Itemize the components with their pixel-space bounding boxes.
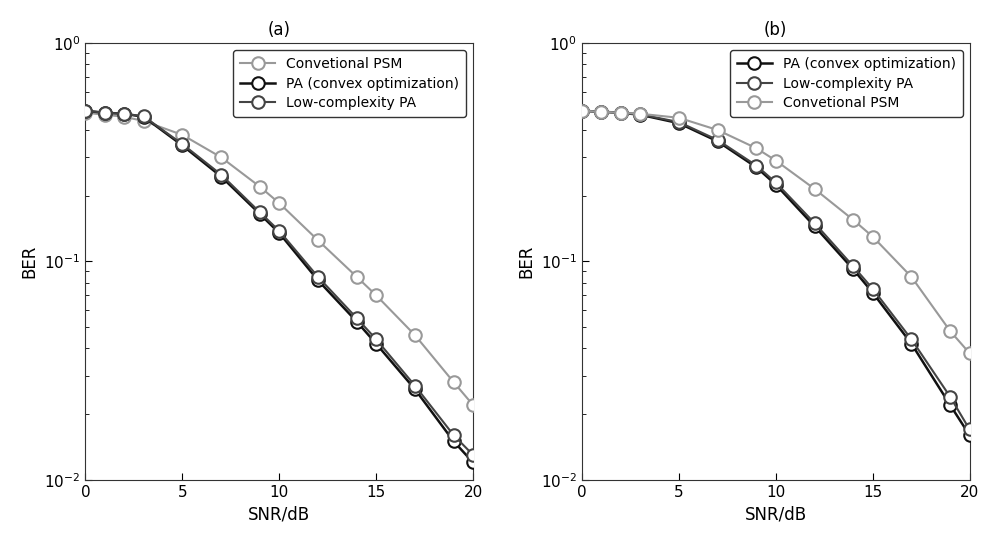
Low-complexity PA xyxy=(370,336,382,343)
Convetional PSM xyxy=(448,379,460,385)
PA (convex optimization) xyxy=(673,120,685,126)
Line: Low-complexity PA: Low-complexity PA xyxy=(79,104,479,461)
Title: (b): (b) xyxy=(764,21,787,39)
PA (convex optimization) xyxy=(595,108,607,115)
PA (convex optimization) xyxy=(448,438,460,444)
Legend: Convetional PSM, PA (convex optimization), Low-complexity PA: Convetional PSM, PA (convex optimization… xyxy=(233,50,466,117)
Line: Low-complexity PA: Low-complexity PA xyxy=(576,104,976,436)
Low-complexity PA xyxy=(351,315,363,322)
Low-complexity PA xyxy=(118,110,130,117)
Low-complexity PA xyxy=(867,286,879,292)
PA (convex optimization) xyxy=(138,114,150,120)
Convetional PSM xyxy=(312,237,324,244)
Y-axis label: BER: BER xyxy=(517,245,535,278)
Low-complexity PA xyxy=(964,426,976,432)
Low-complexity PA xyxy=(615,109,627,116)
PA (convex optimization) xyxy=(712,138,724,145)
Convetional PSM xyxy=(615,109,627,116)
Convetional PSM xyxy=(595,108,607,115)
Convetional PSM xyxy=(847,217,859,223)
Convetional PSM xyxy=(273,200,285,206)
Convetional PSM xyxy=(770,157,782,164)
Convetional PSM xyxy=(118,114,130,120)
Convetional PSM xyxy=(351,274,363,280)
PA (convex optimization) xyxy=(99,109,111,116)
Convetional PSM xyxy=(467,401,479,408)
PA (convex optimization) xyxy=(118,110,130,117)
Line: Convetional PSM: Convetional PSM xyxy=(576,104,976,360)
Convetional PSM xyxy=(712,127,724,133)
Low-complexity PA xyxy=(215,171,227,178)
Legend: PA (convex optimization), Low-complexity PA, Convetional PSM: PA (convex optimization), Low-complexity… xyxy=(730,50,963,117)
PA (convex optimization) xyxy=(176,142,188,149)
Convetional PSM xyxy=(409,332,421,338)
PA (convex optimization) xyxy=(409,386,421,392)
Convetional PSM xyxy=(809,186,821,192)
Low-complexity PA xyxy=(847,263,859,270)
PA (convex optimization) xyxy=(576,108,588,114)
PA (convex optimization) xyxy=(254,211,266,217)
Low-complexity PA xyxy=(254,209,266,215)
PA (convex optimization) xyxy=(905,341,917,347)
Low-complexity PA xyxy=(467,452,479,458)
PA (convex optimization) xyxy=(370,341,382,347)
Y-axis label: BER: BER xyxy=(21,245,39,278)
PA (convex optimization) xyxy=(750,164,762,171)
Convetional PSM xyxy=(964,350,976,356)
PA (convex optimization) xyxy=(964,432,976,438)
Low-complexity PA xyxy=(634,111,646,118)
PA (convex optimization) xyxy=(847,266,859,273)
Convetional PSM xyxy=(867,233,879,240)
Convetional PSM xyxy=(215,154,227,160)
Low-complexity PA xyxy=(905,336,917,343)
PA (convex optimization) xyxy=(312,277,324,283)
Convetional PSM xyxy=(176,132,188,138)
Convetional PSM xyxy=(673,115,685,121)
PA (convex optimization) xyxy=(634,112,646,118)
Convetional PSM xyxy=(905,274,917,280)
PA (convex optimization) xyxy=(867,289,879,296)
Convetional PSM xyxy=(79,109,91,116)
Line: Convetional PSM: Convetional PSM xyxy=(79,107,479,411)
Convetional PSM xyxy=(99,112,111,118)
Low-complexity PA xyxy=(944,393,956,400)
X-axis label: SNR/dB: SNR/dB xyxy=(745,505,807,523)
Low-complexity PA xyxy=(409,382,421,389)
Low-complexity PA xyxy=(312,274,324,280)
Low-complexity PA xyxy=(712,137,724,143)
Low-complexity PA xyxy=(138,113,150,120)
PA (convex optimization) xyxy=(809,223,821,230)
Convetional PSM xyxy=(254,183,266,190)
Low-complexity PA xyxy=(595,108,607,115)
Convetional PSM xyxy=(750,145,762,152)
Low-complexity PA xyxy=(448,432,460,438)
Low-complexity PA xyxy=(750,162,762,169)
Low-complexity PA xyxy=(770,179,782,186)
PA (convex optimization) xyxy=(79,108,91,114)
Low-complexity PA xyxy=(673,119,685,125)
Low-complexity PA xyxy=(176,141,188,147)
Convetional PSM xyxy=(576,108,588,114)
Title: (a): (a) xyxy=(268,21,291,39)
Line: PA (convex optimization): PA (convex optimization) xyxy=(79,104,479,469)
Low-complexity PA xyxy=(273,227,285,234)
PA (convex optimization) xyxy=(944,401,956,408)
Line: PA (convex optimization): PA (convex optimization) xyxy=(576,104,976,441)
PA (convex optimization) xyxy=(273,230,285,236)
Convetional PSM xyxy=(138,118,150,124)
Low-complexity PA xyxy=(99,109,111,116)
Low-complexity PA xyxy=(79,108,91,114)
Low-complexity PA xyxy=(576,108,588,114)
Convetional PSM xyxy=(370,292,382,299)
PA (convex optimization) xyxy=(467,459,479,466)
PA (convex optimization) xyxy=(351,318,363,325)
Low-complexity PA xyxy=(809,220,821,226)
PA (convex optimization) xyxy=(215,173,227,180)
Convetional PSM xyxy=(634,110,646,117)
PA (convex optimization) xyxy=(770,181,782,188)
Convetional PSM xyxy=(944,328,956,335)
PA (convex optimization) xyxy=(615,109,627,116)
X-axis label: SNR/dB: SNR/dB xyxy=(248,505,310,523)
